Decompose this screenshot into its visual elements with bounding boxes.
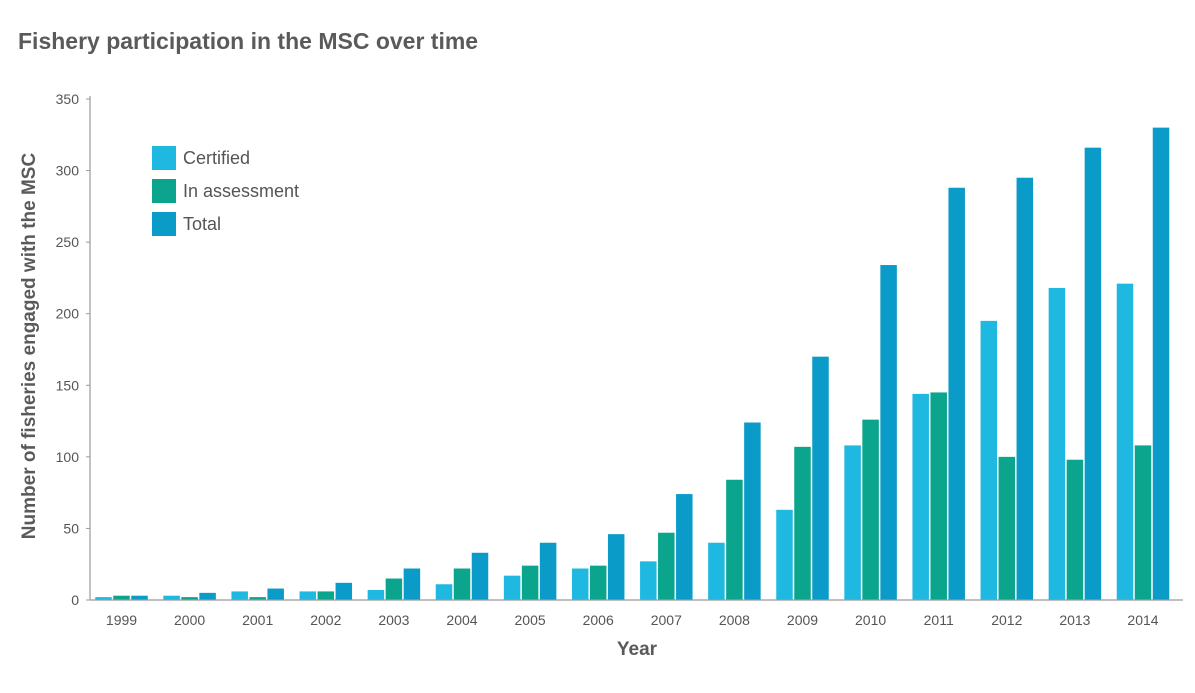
bar [812, 356, 829, 600]
bar [880, 265, 897, 600]
bar [640, 561, 657, 600]
bar [571, 568, 589, 600]
bar [776, 509, 793, 600]
bar [317, 591, 335, 600]
chart-title: Fishery participation in the MSC over ti… [18, 28, 479, 54]
bar [267, 588, 284, 600]
bar [95, 597, 112, 600]
bar [231, 591, 248, 600]
bar [1084, 147, 1102, 600]
bar [471, 552, 489, 600]
bar [181, 597, 198, 600]
bar [453, 568, 471, 600]
x-axis-ticks: 1999 2000 2001 2002 2003 2004 2005 2006 2007 2008… [106, 612, 1159, 628]
bar [539, 542, 557, 600]
bar [1152, 127, 1170, 600]
bar [335, 582, 353, 600]
x-tick-label: 2012 [991, 612, 1022, 628]
legend: Certified In assessment Total [152, 146, 299, 236]
y-tick-label: 300 [56, 163, 80, 179]
bar [113, 595, 130, 600]
bar [385, 578, 403, 600]
x-tick-label: 2011 [924, 612, 954, 628]
y-tick-label: 100 [56, 449, 80, 465]
bar [998, 456, 1016, 600]
bar [521, 565, 539, 600]
bar [1016, 177, 1034, 600]
bar [1134, 445, 1152, 600]
y-tick-label: 200 [56, 306, 80, 322]
bars-layer [95, 127, 1170, 600]
x-tick-label: 2003 [378, 612, 409, 628]
bar [658, 532, 675, 600]
bar [367, 589, 385, 600]
bar [948, 187, 965, 600]
y-axis-ticks: 0 50 100 150 200 250 300 350 [56, 91, 90, 608]
x-tick-label: 2008 [719, 612, 750, 628]
legend-label: In assessment [183, 181, 299, 201]
bar [1116, 283, 1134, 600]
x-tick-label: 2010 [855, 612, 886, 628]
bar [503, 575, 521, 600]
x-tick-label: 2013 [1059, 612, 1090, 628]
x-tick-label: 2002 [310, 612, 341, 628]
bar [708, 542, 725, 600]
bar [403, 568, 421, 600]
bar [980, 320, 998, 600]
bar [676, 494, 693, 600]
bar [726, 479, 743, 600]
bar [163, 595, 180, 600]
legend-label: Total [183, 214, 221, 234]
y-tick-label: 50 [63, 520, 79, 536]
bar [862, 419, 879, 600]
x-tick-label: 2004 [446, 612, 477, 628]
bar [607, 534, 625, 600]
bar [299, 591, 317, 600]
y-tick-label: 150 [56, 377, 80, 393]
y-tick-label: 250 [56, 234, 80, 250]
x-tick-label: 2005 [515, 612, 546, 628]
x-tick-label: 2000 [174, 612, 205, 628]
y-axis-title: Number of fisheries engaged with the MSC [19, 153, 40, 540]
bar [794, 446, 811, 600]
x-axis-title: Year [617, 639, 658, 660]
bar [435, 584, 453, 600]
x-tick-label: 1999 [106, 612, 137, 628]
y-tick-label: 350 [56, 91, 80, 107]
bar [912, 393, 929, 600]
y-tick-label: 0 [71, 592, 79, 608]
bar [589, 565, 607, 600]
legend-swatch [152, 212, 176, 236]
legend-swatch [152, 179, 176, 203]
legend-swatch [152, 146, 176, 170]
bar [1048, 287, 1066, 600]
bar [131, 595, 148, 600]
x-tick-label: 2007 [651, 612, 682, 628]
legend-label: Certified [183, 148, 250, 168]
bar [930, 392, 947, 600]
x-tick-label: 2006 [583, 612, 614, 628]
bar [199, 592, 216, 600]
x-tick-label: 2014 [1127, 612, 1158, 628]
bar [1066, 459, 1084, 600]
bar [744, 422, 761, 600]
bar [249, 597, 266, 600]
x-tick-label: 2009 [787, 612, 818, 628]
x-tick-label: 2001 [242, 612, 273, 628]
bar [844, 445, 861, 600]
